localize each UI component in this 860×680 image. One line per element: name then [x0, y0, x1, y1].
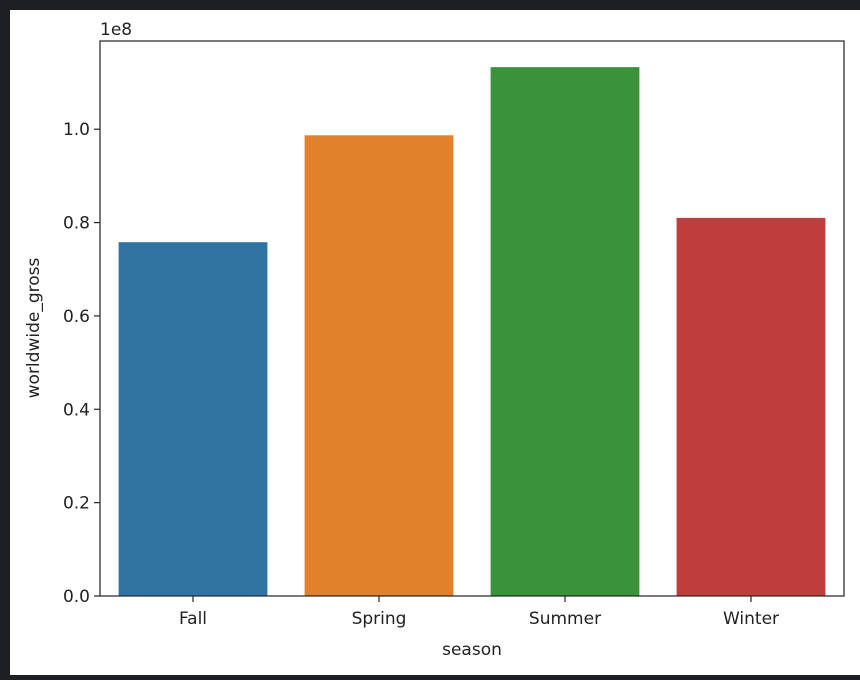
x-tick-label: Summer [529, 609, 601, 629]
figure: 0.0 0.2 0.4 0.6 0.8 1.0 Fall Spring Summer Winte… [10, 10, 860, 675]
y-tick-label: 1.0 [63, 120, 90, 140]
x-tick-label: Spring [352, 609, 407, 629]
bar-fall [118, 242, 268, 596]
bar-summer [490, 67, 640, 596]
y-tick-label: 0.4 [63, 400, 90, 420]
y-offset-label: 1e8 [100, 20, 132, 40]
x-tick-label: Fall [179, 609, 207, 629]
y-tick-label: 0.2 [63, 494, 90, 514]
y-tick-label: 0.8 [63, 214, 90, 234]
x-axis-label: season [442, 640, 502, 660]
bar-chart: 0.0 0.2 0.4 0.6 0.8 1.0 Fall Spring Summer Winte… [24, 20, 845, 660]
plot-frame [99, 40, 845, 597]
y-tick-label: 0.6 [63, 307, 90, 327]
bar-winter [676, 217, 826, 596]
bar-spring [304, 135, 454, 597]
y-tick-label: 0.0 [63, 587, 90, 607]
x-tick-label: Winter [723, 609, 779, 629]
y-axis-label: worldwide_gross [24, 258, 44, 399]
